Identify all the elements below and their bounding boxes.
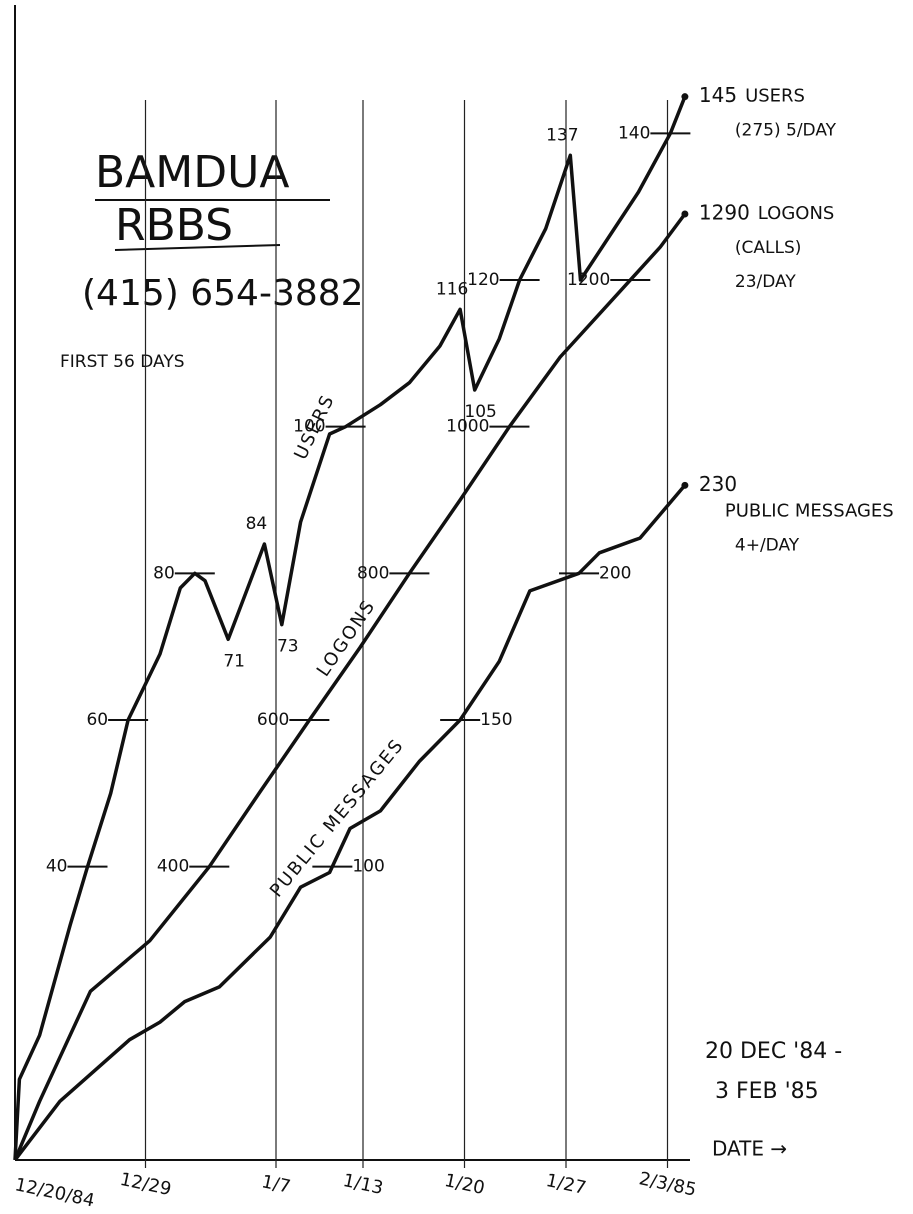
- end-point: [681, 482, 688, 489]
- y-tick-label: 150: [480, 710, 512, 730]
- y-tick-label: 80: [153, 563, 175, 583]
- x-tick-label: 1/27: [544, 1170, 588, 1199]
- series-note: 23/DAY: [735, 272, 796, 292]
- x-tick-label: 1/20: [443, 1170, 487, 1199]
- phone: (415) 654-3882: [82, 273, 364, 314]
- series-name: LOGONS: [758, 203, 835, 224]
- chart-subtitle: RBBS: [115, 200, 233, 251]
- x-tick-label: 2/3/85: [637, 1168, 698, 1201]
- page: BAMDUA RBBS (415) 654-3882 FIRST 56 DAYS…: [0, 0, 913, 1214]
- series-line-label: PUBLIC MESSAGES: [266, 735, 409, 902]
- y-tick-label: 40: [46, 857, 68, 877]
- data-label: 71: [223, 651, 245, 671]
- series-name: PUBLIC MESSAGES: [725, 500, 894, 521]
- x-axis-label: DATE →: [712, 1137, 787, 1161]
- period-end: 3 FEB '85: [715, 1079, 819, 1104]
- x-tick-label: 12/29: [118, 1169, 173, 1200]
- series-line: [15, 485, 685, 1160]
- data-label: 116: [436, 279, 468, 299]
- y-tick-label: 140: [618, 123, 650, 143]
- y-tick-label: 800: [357, 563, 389, 583]
- data-label: 84: [246, 514, 268, 534]
- period-start: 20 DEC '84 -: [705, 1039, 842, 1064]
- y-tick-label: 1000: [446, 417, 489, 437]
- chart-title: BAMDUA: [95, 147, 289, 198]
- data-label: 73: [277, 637, 299, 657]
- x-tick-label: 1/13: [341, 1170, 385, 1199]
- end-label: 230: [699, 472, 737, 496]
- y-tick-label: 120: [467, 270, 499, 290]
- data-label: 137: [546, 125, 578, 145]
- x-tick-label: 12/20/84: [13, 1174, 96, 1211]
- end-point: [681, 211, 688, 218]
- y-tick-label: 600: [257, 710, 289, 730]
- end-point: [681, 93, 688, 100]
- series-name: USERS: [745, 86, 805, 107]
- y-tick-label: 60: [86, 710, 108, 730]
- series-note: 4+/DAY: [735, 535, 800, 555]
- end-label: 145: [699, 83, 737, 107]
- chart: BAMDUA RBBS (415) 654-3882 FIRST 56 DAYS…: [0, 0, 913, 1214]
- y-tick-label: 200: [599, 563, 631, 583]
- x-tick-label: 1/7: [260, 1171, 293, 1198]
- note: FIRST 56 DAYS: [60, 352, 185, 372]
- y-tick-label: 400: [157, 857, 189, 877]
- end-label: 1290: [699, 201, 750, 225]
- y-tick-label: 100: [352, 857, 384, 877]
- series-note: (CALLS): [735, 238, 802, 258]
- series-note: (275) 5/DAY: [735, 121, 837, 141]
- y-tick-label: 1200: [567, 270, 610, 290]
